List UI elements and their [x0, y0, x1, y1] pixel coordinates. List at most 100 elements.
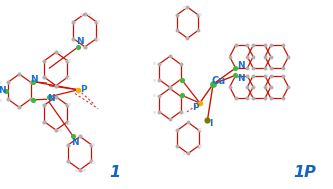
Point [185, 37, 190, 40]
Point [174, 29, 179, 32]
Point [151, 62, 156, 65]
Text: 1: 1 [109, 165, 121, 180]
Point [94, 20, 99, 23]
Point [67, 77, 72, 80]
Text: I: I [209, 119, 212, 128]
Point [96, 20, 101, 23]
Point [196, 129, 201, 132]
Point [53, 84, 59, 87]
Point [198, 145, 203, 148]
Point [77, 168, 83, 171]
Point [67, 58, 72, 61]
Point [57, 129, 63, 132]
Point [82, 12, 88, 15]
Point [250, 44, 256, 47]
Point [91, 161, 96, 164]
Point [178, 63, 183, 66]
Point [210, 83, 216, 86]
Point [245, 55, 250, 58]
Point [5, 81, 10, 84]
Point [245, 97, 250, 100]
Point [3, 89, 9, 92]
Point [0, 89, 3, 92]
Point [179, 94, 185, 97]
Point [53, 129, 59, 132]
Point [233, 67, 238, 70]
Point [17, 73, 22, 76]
Point [157, 63, 162, 66]
Point [175, 129, 180, 132]
Point [42, 76, 47, 79]
Text: N: N [47, 94, 55, 103]
Point [178, 110, 183, 113]
Point [178, 95, 183, 98]
Point [65, 76, 70, 79]
Point [197, 13, 202, 16]
Point [185, 152, 191, 155]
Point [250, 85, 256, 88]
Point [0, 98, 3, 101]
Point [181, 6, 186, 9]
Point [28, 81, 34, 84]
Point [157, 110, 162, 113]
Point [196, 144, 201, 147]
Point [245, 67, 250, 70]
Point [57, 51, 63, 54]
Point [268, 44, 273, 47]
Point [5, 98, 10, 101]
Point [47, 95, 52, 98]
Text: Cu: Cu [212, 76, 226, 86]
Point [66, 160, 71, 163]
Point [262, 74, 268, 77]
Point [262, 44, 268, 47]
Text: N: N [71, 138, 79, 147]
Point [66, 143, 71, 146]
Point [268, 74, 273, 77]
Point [185, 6, 190, 9]
Point [245, 74, 250, 77]
Point [71, 135, 76, 138]
Point [262, 67, 268, 70]
Text: N: N [0, 86, 6, 95]
Point [65, 104, 70, 107]
Point [286, 55, 291, 58]
Point [65, 59, 70, 62]
Point [167, 118, 172, 121]
Point [42, 59, 47, 62]
Point [89, 143, 94, 146]
Point [233, 74, 238, 77]
Point [77, 135, 83, 138]
Point [262, 85, 268, 88]
Point [179, 79, 185, 82]
Point [0, 80, 3, 83]
Point [94, 37, 99, 40]
Point [157, 78, 162, 81]
Point [65, 120, 70, 123]
Point [250, 97, 256, 100]
Point [71, 20, 76, 23]
Point [280, 44, 285, 47]
Point [78, 12, 84, 15]
Point [250, 74, 256, 77]
Point [151, 79, 156, 82]
Point [268, 85, 273, 88]
Point [197, 101, 202, 105]
Point [182, 152, 187, 155]
Point [96, 38, 101, 41]
Point [67, 121, 72, 124]
Point [250, 55, 256, 58]
Point [167, 87, 172, 90]
Point [17, 106, 22, 109]
Point [42, 104, 47, 107]
Point [227, 85, 232, 88]
Point [227, 55, 232, 58]
Text: N: N [31, 75, 38, 84]
Point [76, 45, 81, 48]
Point [71, 37, 76, 40]
Point [91, 143, 96, 146]
Point [280, 74, 285, 77]
Point [178, 78, 183, 81]
Point [245, 44, 250, 47]
Point [286, 85, 291, 88]
Point [280, 97, 285, 100]
